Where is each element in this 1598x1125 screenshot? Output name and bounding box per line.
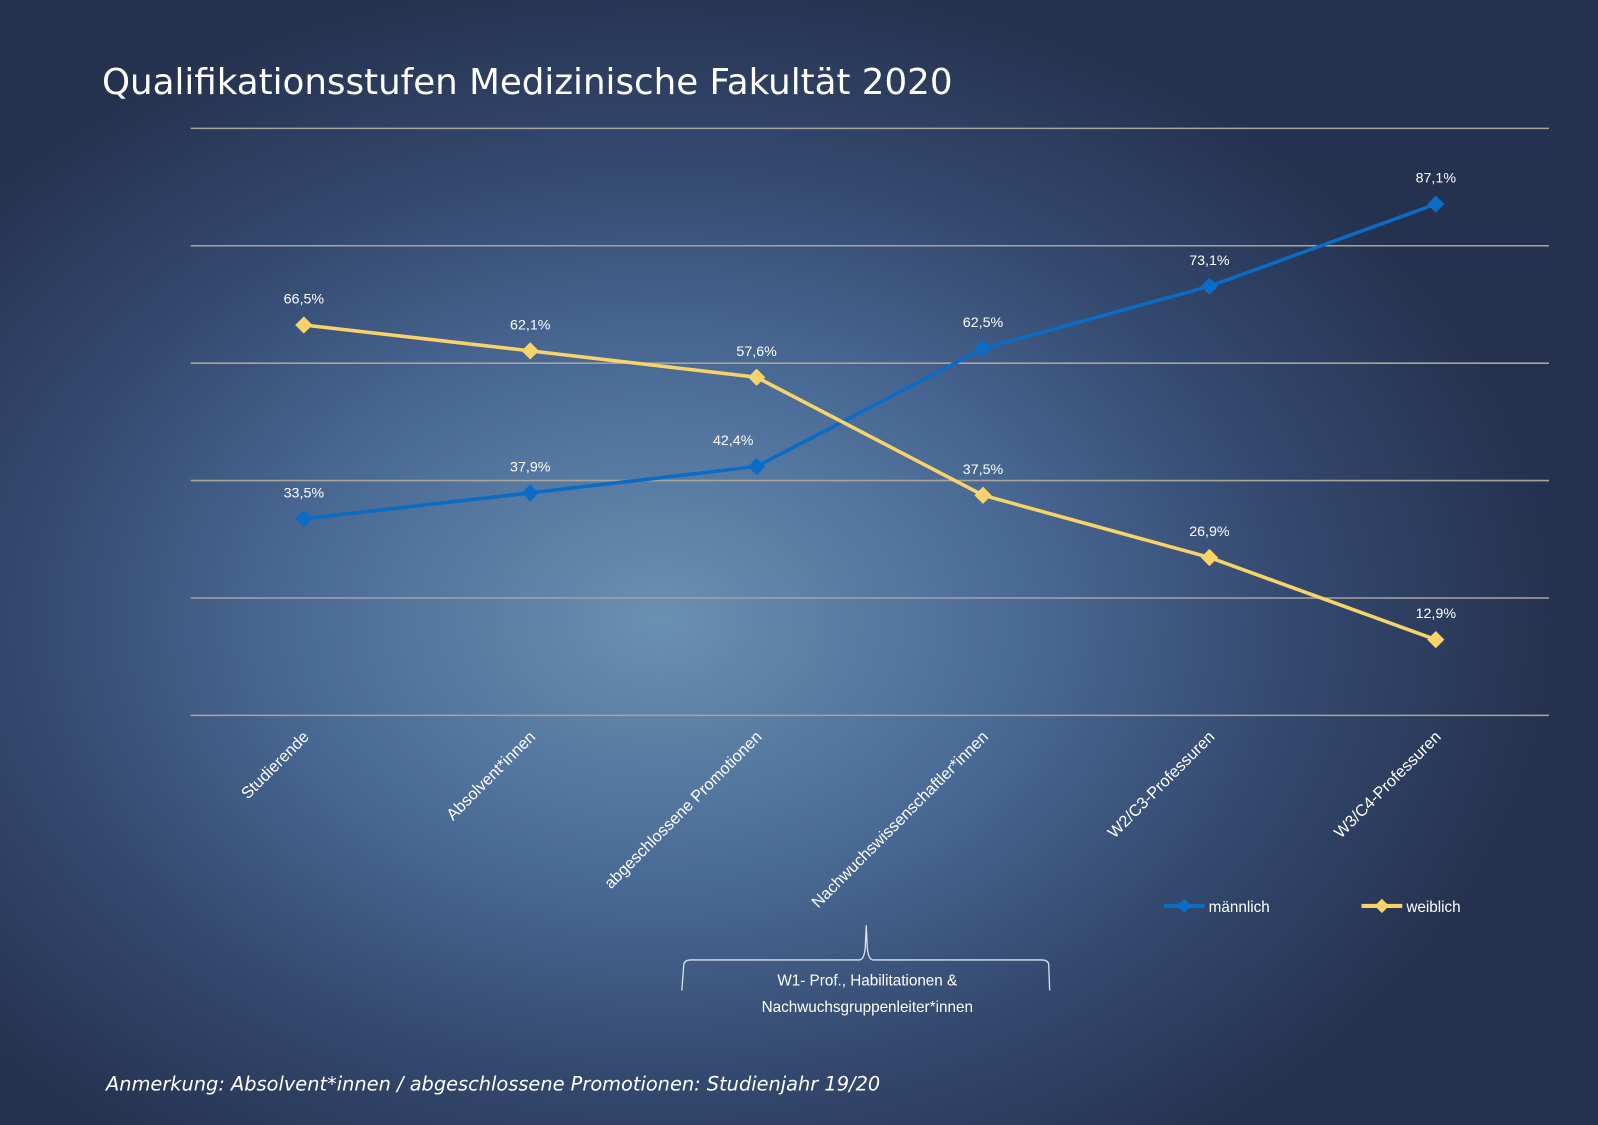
data-label-maennlich: 87,1% bbox=[1416, 171, 1457, 187]
data-point-weiblich bbox=[1427, 630, 1445, 649]
annotation-line-1: W1- Prof., Habilitationen & bbox=[777, 972, 957, 989]
legend-marker-maennlich bbox=[1176, 898, 1192, 914]
category-label: W3/C4-Professuren bbox=[1331, 728, 1445, 842]
data-point-maennlich bbox=[747, 457, 766, 476]
data-point-maennlich bbox=[521, 484, 539, 502]
annotation-bracket bbox=[681, 925, 1051, 991]
data-label-weiblich: 12,9% bbox=[1416, 606, 1457, 622]
data-point-weiblich bbox=[747, 368, 766, 386]
data-point-weiblich bbox=[295, 316, 313, 334]
legend-marker-weiblich bbox=[1374, 898, 1390, 914]
series-line-weiblich bbox=[303, 323, 1437, 642]
legend-label-weiblich: weiblich bbox=[1405, 899, 1460, 916]
chart-title: Qualifikationsstufen Medizinische Fakult… bbox=[102, 62, 953, 103]
category-label: Absolvent*innen bbox=[443, 728, 539, 824]
data-point-weiblich bbox=[1200, 548, 1219, 567]
legend-label-maennlich: männlich bbox=[1209, 899, 1270, 916]
data-label-maennlich: 33,5% bbox=[284, 485, 325, 501]
data-point-maennlich bbox=[1427, 195, 1445, 213]
legend: männlich weiblich bbox=[1163, 898, 1461, 916]
data-point-maennlich bbox=[295, 510, 313, 528]
annotation-line-2: Nachwuchsgruppenleiter*innen bbox=[762, 999, 973, 1016]
data-label-weiblich: 57,6% bbox=[736, 344, 777, 360]
category-label: W2/C3-Professuren bbox=[1104, 728, 1218, 842]
data-point-weiblich bbox=[521, 342, 539, 360]
data-label-maennlich: 62,5% bbox=[963, 315, 1004, 331]
data-label-maennlich: 73,1% bbox=[1189, 253, 1230, 269]
data-point-maennlich bbox=[1200, 277, 1219, 295]
data-label-weiblich: 26,9% bbox=[1189, 524, 1230, 540]
data-point-weiblich bbox=[974, 486, 992, 504]
data-label-maennlich: 42,4% bbox=[713, 433, 754, 449]
series-line-maennlich bbox=[303, 202, 1437, 521]
data-label-weiblich: 66,5% bbox=[284, 292, 325, 308]
data-label-weiblich: 37,5% bbox=[963, 462, 1004, 478]
data-label-maennlich: 37,9% bbox=[510, 459, 551, 475]
data-label-weiblich: 62,1% bbox=[510, 317, 551, 333]
data-point-maennlich bbox=[974, 339, 992, 358]
category-label: Nachwuchswissenschaftler*innen bbox=[808, 728, 992, 912]
category-label: abgeschlossene Promotionen bbox=[601, 728, 766, 893]
footnote: Anmerkung: Absolvent*innen / abgeschloss… bbox=[104, 1072, 880, 1095]
category-label: Studierende bbox=[238, 728, 313, 803]
